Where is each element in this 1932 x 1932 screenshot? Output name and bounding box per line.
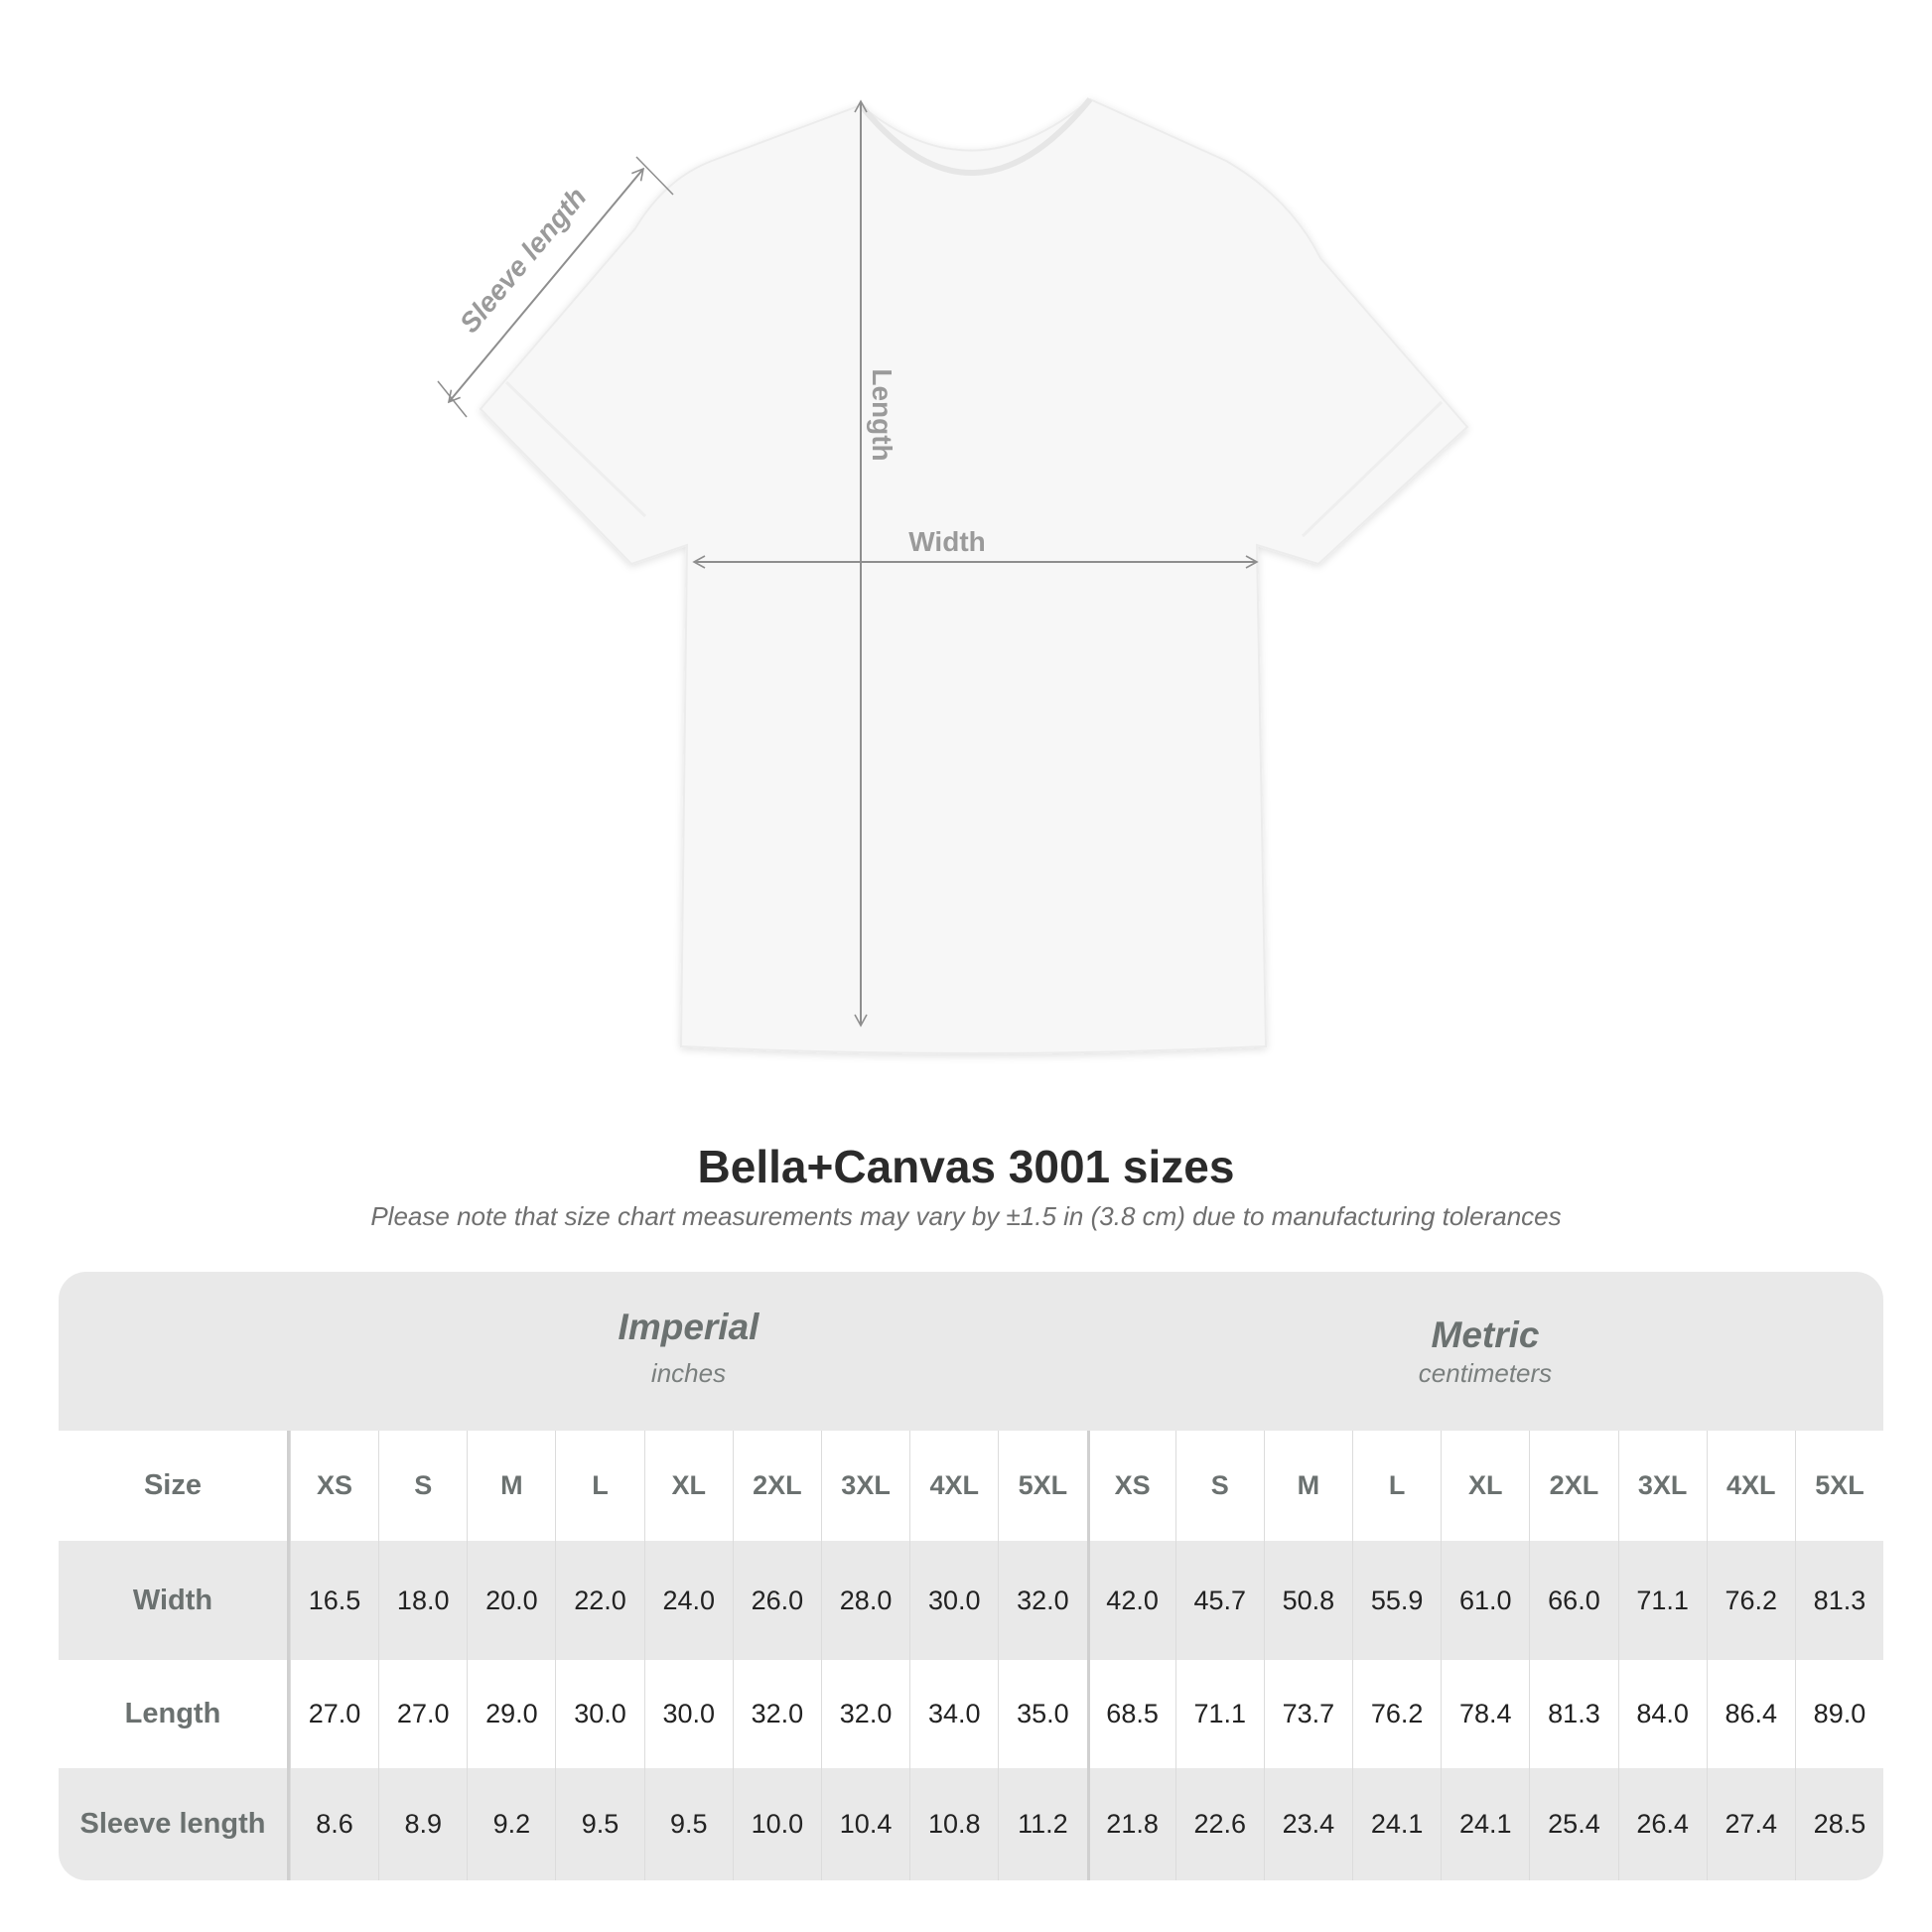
measurement-cell: 9.5 <box>555 1768 643 1880</box>
measurement-cell: 20.0 <box>467 1541 555 1660</box>
measurement-cell: 34.0 <box>909 1660 998 1768</box>
measurement-cell: 30.0 <box>555 1660 643 1768</box>
measurement-cell: 32.0 <box>998 1541 1086 1660</box>
size-header-cell: XL <box>1441 1431 1529 1541</box>
width-label: Width <box>908 526 986 557</box>
measurement-cell: 25.4 <box>1529 1768 1617 1880</box>
row-label: Length <box>59 1660 290 1768</box>
measurement-cell: 22.0 <box>555 1541 643 1660</box>
measurement-cell: 8.9 <box>378 1768 467 1880</box>
measurement-cell: 50.8 <box>1263 1541 1352 1660</box>
tshirt-shape <box>479 97 1469 1054</box>
measurement-cell: 21.8 <box>1086 1768 1175 1880</box>
measurement-cell: 23.4 <box>1263 1768 1352 1880</box>
measurement-cell: 28.0 <box>820 1541 909 1660</box>
table-row: Sleeve length 8.6 8.9 9.2 9.5 9.5 10.0 10.4 10.8… <box>59 1768 1883 1880</box>
sleeve-arrow <box>437 156 674 418</box>
measurement-cell: 29.0 <box>467 1660 555 1768</box>
measurement-cell: 78.4 <box>1441 1660 1529 1768</box>
measurement-cell: 24.1 <box>1441 1768 1529 1880</box>
measurement-cell: 76.2 <box>1352 1660 1441 1768</box>
measurement-cell: 28.5 <box>1794 1768 1883 1880</box>
metric-unit: centimeters <box>1418 1358 1553 1388</box>
measurement-cell: 55.9 <box>1352 1541 1441 1660</box>
measurement-cell: 61.0 <box>1441 1541 1529 1660</box>
measurement-cell: 84.0 <box>1617 1660 1707 1768</box>
measurement-cell: 68.5 <box>1086 1660 1175 1768</box>
measurement-cell: 35.0 <box>998 1660 1086 1768</box>
measurement-cell: 18.0 <box>378 1541 467 1660</box>
row-label: Sleeve length <box>59 1768 290 1880</box>
metric-header: Metric centimeters <box>1087 1314 1883 1389</box>
measurement-cell: 71.1 <box>1617 1541 1707 1660</box>
size-header-cell: M <box>467 1431 555 1541</box>
measurement-cell: 32.0 <box>732 1660 821 1768</box>
measurement-cell: 30.0 <box>909 1541 998 1660</box>
size-header-cell: L <box>555 1431 643 1541</box>
measurement-cell: 10.0 <box>732 1768 821 1880</box>
measurement-cell: 9.5 <box>643 1768 733 1880</box>
size-header-cell: M <box>1263 1431 1352 1541</box>
measurement-cell: 16.5 <box>289 1541 378 1660</box>
measurement-cell: 71.1 <box>1174 1660 1264 1768</box>
table-row: Width 16.5 18.0 20.0 22.0 24.0 26.0 28.0 30.0 32.… <box>59 1541 1883 1660</box>
measurement-cell: 26.0 <box>732 1541 821 1660</box>
size-header-cell: 5XL <box>1794 1431 1883 1541</box>
length-label: Length <box>867 368 897 461</box>
measurement-cell: 27.0 <box>289 1660 378 1768</box>
size-header-row: Size XS S M L XL 2XL 3XL 4XL 5XL XS S M L XL 2XL 3XL 4XL 5… <box>59 1431 1883 1541</box>
size-header-cell: XL <box>643 1431 733 1541</box>
size-header-cell: 5XL <box>998 1431 1086 1541</box>
measurement-cell: 42.0 <box>1086 1541 1175 1660</box>
size-header-cell: S <box>378 1431 467 1541</box>
measurement-cell: 76.2 <box>1706 1541 1795 1660</box>
measurement-cell: 24.0 <box>643 1541 733 1660</box>
measurement-cell: 10.8 <box>909 1768 998 1880</box>
measurement-cell: 73.7 <box>1263 1660 1352 1768</box>
measurement-cell: 24.1 <box>1352 1768 1441 1880</box>
tshirt-diagram: Width Length Sleeve length <box>437 97 1469 1054</box>
size-header-cell: 4XL <box>909 1431 998 1541</box>
measurement-cell: 9.2 <box>467 1768 555 1880</box>
measurement-cell: 45.7 <box>1174 1541 1264 1660</box>
measurement-cell: 86.4 <box>1706 1660 1795 1768</box>
measurement-cell: 32.0 <box>820 1660 909 1768</box>
measurement-cell: 10.4 <box>820 1768 909 1880</box>
imperial-unit: inches <box>650 1358 727 1388</box>
measurement-cell: 11.2 <box>998 1768 1086 1880</box>
measurement-cell: 27.4 <box>1706 1768 1795 1880</box>
size-row-label: Size <box>59 1431 290 1541</box>
measurement-cell: 27.0 <box>378 1660 467 1768</box>
imperial-title: Imperial <box>618 1307 759 1347</box>
measurement-cell: 89.0 <box>1794 1660 1883 1768</box>
table-row: Length 27.0 27.0 29.0 30.0 30.0 32.0 32.0 34.0 35… <box>59 1660 1883 1768</box>
size-header-cell: XS <box>289 1431 378 1541</box>
measurement-cell: 26.4 <box>1617 1768 1707 1880</box>
size-header-cell: 3XL <box>1617 1431 1707 1541</box>
imperial-header: Imperial inches <box>290 1307 1087 1389</box>
metric-title: Metric <box>1431 1314 1540 1355</box>
size-header-cell: L <box>1352 1431 1441 1541</box>
size-header-cell: 3XL <box>820 1431 909 1541</box>
size-table: Imperial inches Metric centimeters Size X… <box>59 1272 1883 1880</box>
measurement-cell: 66.0 <box>1529 1541 1617 1660</box>
size-header-cell: S <box>1174 1431 1264 1541</box>
measurement-cell: 22.6 <box>1174 1768 1264 1880</box>
size-header-cell: XS <box>1086 1431 1175 1541</box>
size-header-cell: 2XL <box>732 1431 821 1541</box>
size-grid: Size XS S M L XL 2XL 3XL 4XL 5XL XS S M L XL 2XL 3XL 4XL 5… <box>59 1431 1883 1880</box>
size-header-cell: 4XL <box>1706 1431 1795 1541</box>
page-title: Bella+Canvas 3001 sizes <box>697 1141 1235 1192</box>
size-header-cell: 2XL <box>1529 1431 1617 1541</box>
row-label: Width <box>59 1541 290 1660</box>
measurement-cell: 81.3 <box>1529 1660 1617 1768</box>
measurement-cell: 81.3 <box>1794 1541 1883 1660</box>
measurement-cell: 8.6 <box>289 1768 378 1880</box>
measurement-cell: 30.0 <box>643 1660 733 1768</box>
tolerance-note: Please note that size chart measurements… <box>370 1201 1562 1231</box>
